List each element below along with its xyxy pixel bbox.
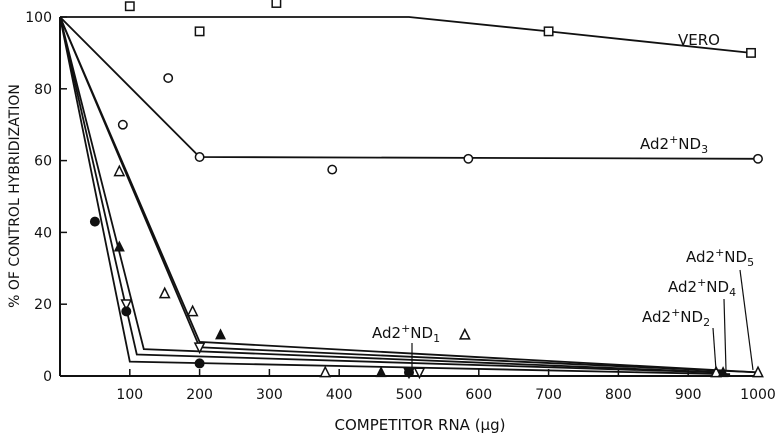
y-tick-label: 0: [43, 369, 52, 385]
x-tick-label: 600: [465, 387, 492, 403]
x-tick-label: 1000: [740, 387, 776, 403]
label-leader-line: [712, 327, 717, 371]
x-axis-title: COMPETITOR RNA (μg): [335, 416, 506, 434]
x-tick-label: 400: [326, 387, 353, 403]
data-point: [163, 73, 174, 83]
y-tick-label: 40: [34, 225, 52, 241]
x-tick-label: 200: [186, 387, 213, 403]
data-point: [375, 366, 387, 378]
x-tick-label: 900: [675, 387, 702, 403]
y-axis-title: % OF CONTROL HYBRIDIZATION: [7, 84, 23, 308]
data-point: [194, 26, 205, 37]
data-point: [194, 152, 205, 162]
data-point: [752, 365, 764, 378]
data-point: [124, 1, 135, 12]
series-label-ad2-nd1: Ad2+ND1: [372, 322, 440, 345]
data-point: [717, 366, 729, 378]
data-point: [113, 240, 125, 252]
data-point: [117, 119, 128, 130]
data-markers: [89, 0, 764, 380]
series-line-unlabeled: [59, 16, 731, 376]
x-tick-label: 800: [605, 387, 632, 403]
series-label-ad2-nd5: Ad2+ND5: [686, 246, 754, 269]
data-point: [215, 328, 227, 340]
series-label-vero: VERO: [678, 31, 720, 49]
y-tick-label: 20: [34, 297, 52, 313]
data-point: [327, 164, 338, 175]
label-leader-line: [723, 298, 727, 371]
series-line-ad2-nd4: [59, 16, 724, 374]
data-point: [753, 153, 763, 164]
y-tick-label: 60: [34, 154, 52, 170]
data-point: [463, 153, 474, 164]
fit-lines: [59, 16, 759, 376]
series-label-ad2-nd2: Ad2+ND2: [642, 306, 710, 329]
data-point: [120, 299, 133, 312]
data-point: [113, 164, 126, 177]
data-point: [458, 327, 471, 340]
x-tick-label: 100: [116, 387, 143, 403]
series-label-ad2-nd4: Ad2+ND4: [668, 276, 736, 299]
data-point: [404, 367, 414, 378]
series-labels: VERO Ad2+ND3 Ad2+ND1 Ad2+ND2 Ad2+ND4 Ad2+ND5: [372, 31, 754, 371]
x-tick-label: 700: [535, 387, 562, 403]
data-point: [121, 306, 132, 317]
data-point: [89, 216, 100, 227]
data-point: [543, 26, 554, 37]
data-point: [710, 365, 723, 378]
series-line-vero: [60, 16, 752, 54]
data-point: [271, 0, 282, 8]
series-label-ad2-nd3: Ad2+ND3: [640, 133, 708, 156]
y-tick-label: 100: [25, 10, 52, 26]
y-tick-label: 80: [34, 82, 52, 98]
data-point: [158, 286, 171, 299]
data-point: [186, 304, 199, 317]
data-point: [413, 367, 426, 380]
label-leader-line: [739, 269, 754, 371]
x-tick-label: 500: [396, 387, 423, 403]
data-point: [194, 358, 205, 369]
data-point: [319, 365, 332, 378]
data-point: [193, 342, 206, 355]
axes: 0 20 40 60 80 100 100 200 300 400 500 600 700 800 900 1…: [25, 10, 776, 403]
series-line-ad2-nd5: [59, 16, 759, 374]
data-point: [746, 47, 756, 58]
series-line-ad2-nd2: [59, 16, 717, 374]
x-tick-label: 300: [256, 387, 283, 403]
